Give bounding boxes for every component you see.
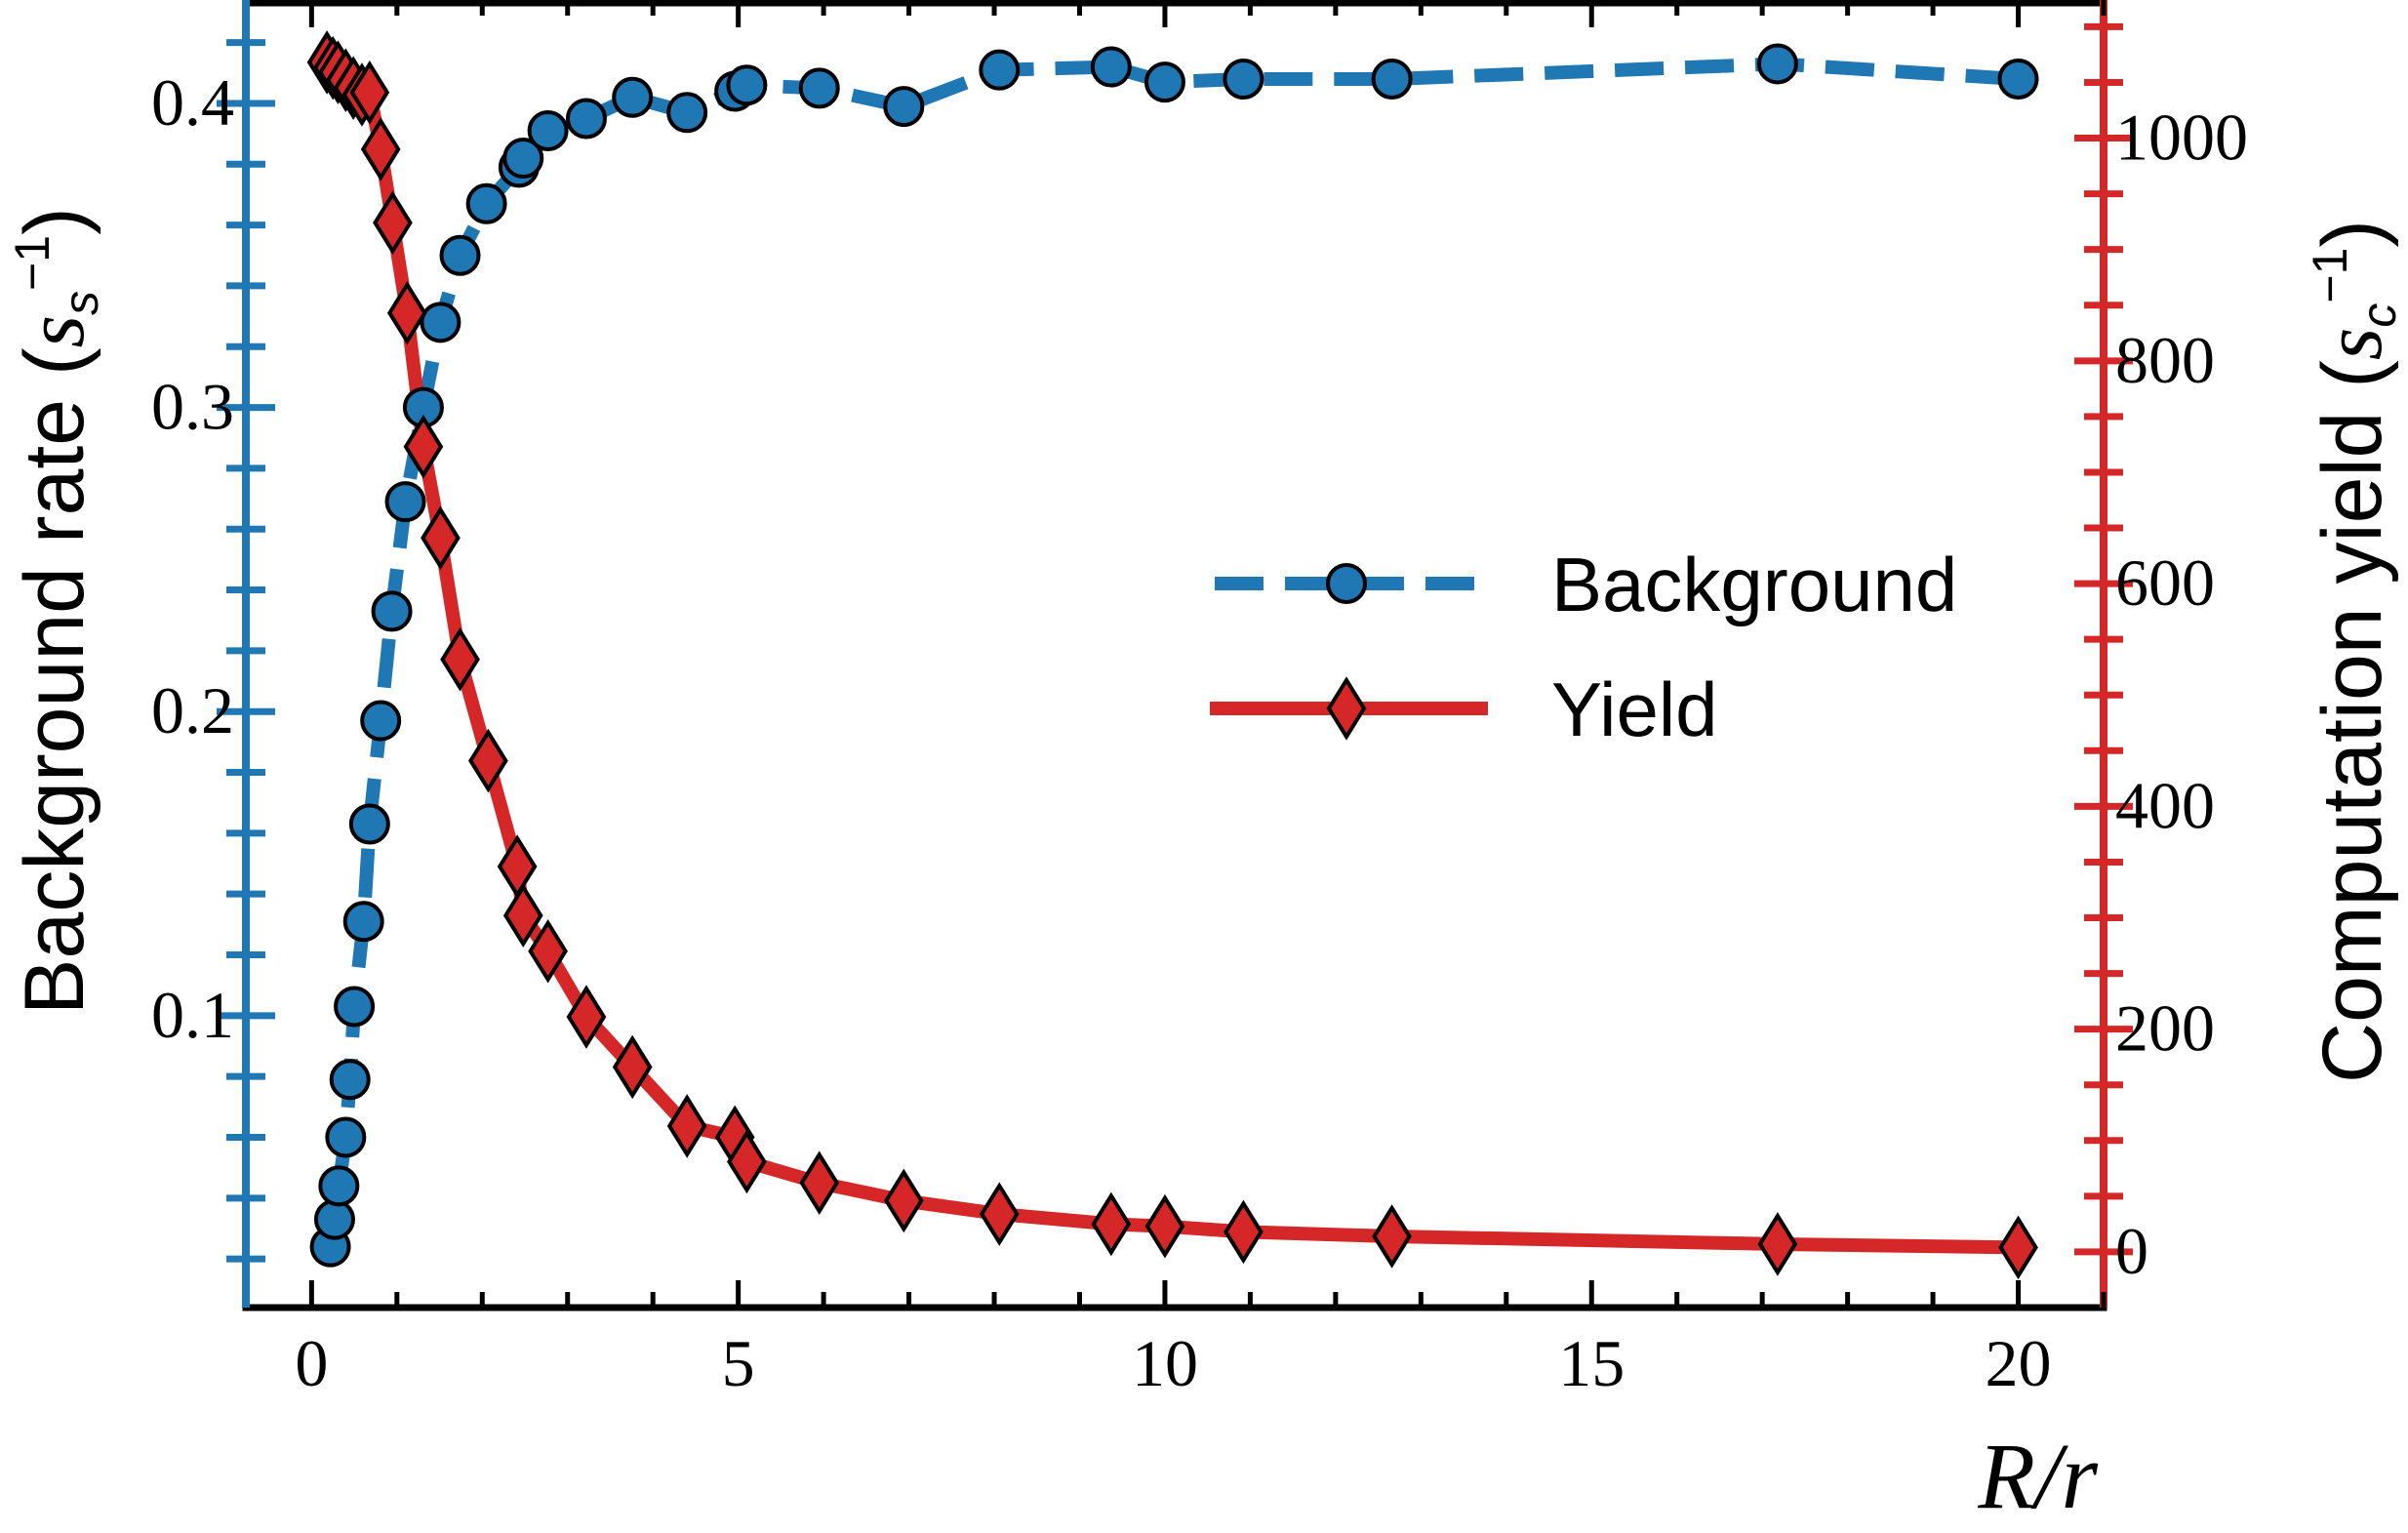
legend-background-marker [1326, 563, 1367, 604]
yield-point [421, 505, 461, 571]
y-axis-left-label: Background rate (ss−1) [5, 207, 108, 1015]
yield-point [666, 1094, 707, 1158]
yield-point [1144, 1193, 1185, 1259]
background-point [798, 67, 840, 109]
yield-series-line [322, 57, 2019, 1255]
plot-frame [242, 0, 2107, 1311]
background-point [1756, 43, 1798, 85]
yield-point [1091, 1191, 1132, 1257]
background-point [1090, 46, 1132, 88]
yield-point [528, 918, 568, 984]
yield-point [349, 60, 390, 125]
legend-yield-marker [1326, 676, 1367, 741]
background-point [465, 182, 507, 224]
x-tick-label: 10 [1132, 1326, 1198, 1400]
yield-point [979, 1182, 1020, 1246]
y-left-tick-label: 0.3 [151, 370, 234, 444]
yield-point [1224, 1199, 1264, 1265]
yield-point [1998, 1215, 2038, 1280]
yield-point [468, 728, 508, 793]
background-point [1144, 61, 1185, 103]
background-point [318, 1165, 360, 1207]
yield-point [386, 280, 427, 345]
y-right-tick-label: 800 [2115, 323, 2215, 397]
y-right-tick-label: 600 [2115, 545, 2215, 620]
y-right-tick-label: 1000 [2115, 101, 2248, 175]
background-point [1371, 59, 1413, 101]
yield-point [1372, 1204, 1412, 1269]
y-right-tick-label: 0 [2115, 1214, 2148, 1288]
background-point [420, 302, 462, 343]
y-right-tick-label: 400 [2115, 768, 2215, 842]
background-point [883, 86, 925, 128]
yield-point [566, 985, 607, 1049]
background-point [565, 98, 607, 140]
background-point [342, 901, 384, 943]
x-tick-label: 5 [722, 1326, 755, 1400]
background-point [527, 110, 569, 151]
legend-yield-label: Yield [1551, 666, 1718, 752]
y-left-tick-label: 0.2 [151, 673, 234, 747]
y-left-tick-label: 0.4 [151, 65, 234, 140]
background-point [329, 1059, 371, 1101]
y-right-tick-label: 200 [2115, 991, 2215, 1066]
x-tick-label: 0 [295, 1326, 328, 1400]
y-left-tick-label: 0.1 [151, 978, 234, 1052]
y-axis-right-label: Computation yield (sc−1) [2303, 220, 2406, 1083]
yield-point [360, 117, 401, 182]
background-series-line [323, 57, 2019, 1248]
yield-point [727, 1129, 767, 1194]
yield-point [403, 414, 444, 479]
legend: Background Yield [1210, 542, 1957, 752]
yield-point [799, 1150, 840, 1215]
background-point [979, 49, 1021, 91]
legend-background-label: Background [1551, 542, 1957, 627]
background-point [325, 1116, 367, 1158]
background-point [334, 986, 376, 1028]
yield-point [502, 883, 543, 948]
background-point [666, 92, 708, 134]
yield-point [440, 626, 480, 692]
background-point [612, 76, 654, 118]
background-point [439, 234, 481, 276]
x-tick-label: 20 [1986, 1326, 2052, 1400]
x-axis-label: R/r [1977, 1424, 2098, 1528]
background-point [360, 700, 402, 742]
background-point [313, 1198, 355, 1240]
background-point [348, 803, 390, 845]
background-point [1223, 59, 1264, 101]
background-point [726, 64, 768, 106]
yield-point [1757, 1212, 1798, 1276]
yield-point [373, 190, 413, 256]
x-tick-label: 15 [1558, 1326, 1625, 1400]
background-point [371, 590, 413, 632]
yield-point [883, 1168, 924, 1233]
yield-point [612, 1034, 653, 1100]
background-point [1997, 59, 2039, 101]
background-point [502, 138, 544, 180]
background-point [384, 481, 426, 523]
